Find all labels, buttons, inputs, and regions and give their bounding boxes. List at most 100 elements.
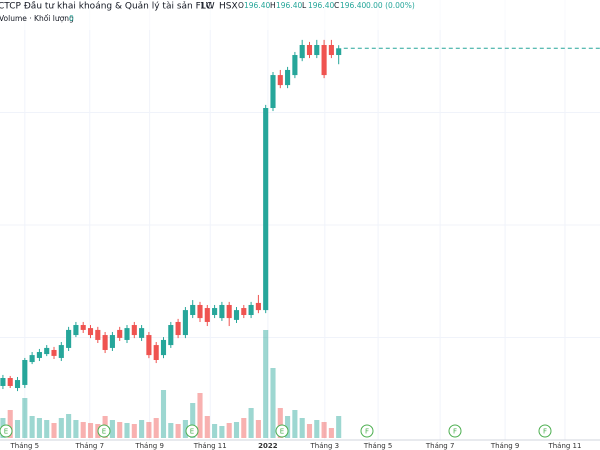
volume-bar (160, 390, 167, 438)
candle-body (80, 325, 86, 330)
volume-bar (139, 420, 145, 438)
ohlc-key: H (270, 1, 276, 10)
volume-bar (36, 418, 42, 438)
volume-bar (212, 424, 218, 438)
event-icon[interactable] (538, 424, 552, 438)
candle-body (204, 308, 210, 322)
volume-bar (109, 420, 115, 438)
event-label: E (190, 428, 194, 436)
candle-body (270, 75, 276, 108)
volume-bar (58, 418, 64, 438)
candle-body (29, 355, 35, 363)
event-icon[interactable] (97, 424, 111, 438)
candle-body (255, 302, 261, 311)
interval[interactable]: 1W (200, 2, 215, 12)
event-icon[interactable] (185, 424, 199, 438)
x-tick-label: Tháng 7 (74, 442, 104, 450)
event-icon[interactable] (448, 424, 462, 438)
ohlc-value: 196.40 (244, 1, 270, 10)
volume-bar (51, 423, 57, 438)
candle-body (0, 378, 6, 386)
candle-body (22, 360, 28, 385)
event-label: E (4, 428, 8, 436)
event-icon[interactable] (0, 424, 13, 438)
volume-bar (197, 393, 203, 438)
candle-body (328, 45, 334, 56)
volume-bar (175, 424, 181, 438)
change: 0.00 (0.00%) (366, 1, 415, 10)
candle-body (117, 329, 123, 338)
volume-bar (182, 420, 188, 438)
volume-bar (277, 408, 283, 438)
candle-body (292, 55, 298, 76)
x-tick-label: Tháng 5 (363, 442, 393, 450)
volume-bar (314, 420, 320, 438)
candle-body (190, 304, 196, 315)
volume-bar (204, 416, 210, 438)
ohlc-value: 196.40 (340, 1, 366, 10)
volume-bar (255, 420, 261, 438)
candle-body (248, 304, 254, 315)
volume-bar (66, 414, 72, 438)
volume-bar (299, 418, 305, 438)
candle-body (277, 75, 283, 86)
candle-body (124, 328, 130, 340)
x-tick-label: Tháng 11 (547, 442, 581, 450)
volume-bar (336, 416, 342, 438)
volume-bar (7, 410, 13, 438)
x-tick-label: Tháng 9 (134, 442, 164, 450)
event-icon[interactable] (360, 424, 374, 438)
candle-body (219, 304, 225, 319)
candle-body (153, 345, 159, 360)
volume-bar (168, 423, 174, 438)
volume-bar (233, 422, 240, 438)
volume-bar (80, 422, 86, 438)
candle-body (14, 380, 21, 389)
x-tick-label: Tháng 11 (193, 442, 227, 450)
ohlc-value: 196.40 (308, 1, 334, 10)
volume-bar (263, 330, 269, 438)
volume-bar (87, 423, 94, 438)
candle-body (182, 310, 188, 336)
candle-body (131, 325, 137, 336)
volume-bar (248, 408, 254, 438)
volume-bar (328, 428, 334, 438)
candle-body (7, 378, 13, 386)
event-label: E (280, 428, 284, 436)
candle-body (146, 335, 152, 356)
volume-bar (146, 422, 152, 438)
volume-bar (14, 420, 21, 438)
candle-body (306, 45, 313, 56)
x-tick-label: Tháng 5 (10, 442, 40, 450)
volume-bar (117, 422, 123, 438)
volume-value: 0 (69, 14, 74, 23)
event-label: E (102, 428, 106, 436)
volume-bar (22, 398, 28, 438)
candle-body (51, 349, 57, 356)
candle-body (66, 329, 72, 348)
volume-bar (29, 416, 35, 438)
event-label: F (543, 428, 547, 436)
event-icon[interactable] (275, 424, 289, 438)
volume-bar (153, 418, 159, 438)
ohlc-key: L (302, 1, 307, 10)
candle-body (168, 325, 174, 346)
candle-body (285, 69, 291, 86)
candle-body (44, 347, 50, 355)
candle-body (299, 45, 305, 59)
event-label: F (365, 428, 369, 436)
candle-body (321, 45, 327, 76)
candle-body (73, 325, 79, 336)
candle-body (102, 335, 108, 350)
candle-body (36, 352, 42, 358)
volume-bar (321, 422, 327, 438)
volume-bar (44, 420, 50, 438)
volume-bar (292, 410, 298, 438)
x-tick-label: Tháng 3 (310, 442, 340, 450)
volume-bar (131, 424, 137, 438)
exchange: HSX (219, 2, 238, 12)
chart-title: CTCP Đầu tư khai khoáng & Quản lý tài sả… (0, 1, 212, 12)
event-label: F (453, 428, 457, 436)
